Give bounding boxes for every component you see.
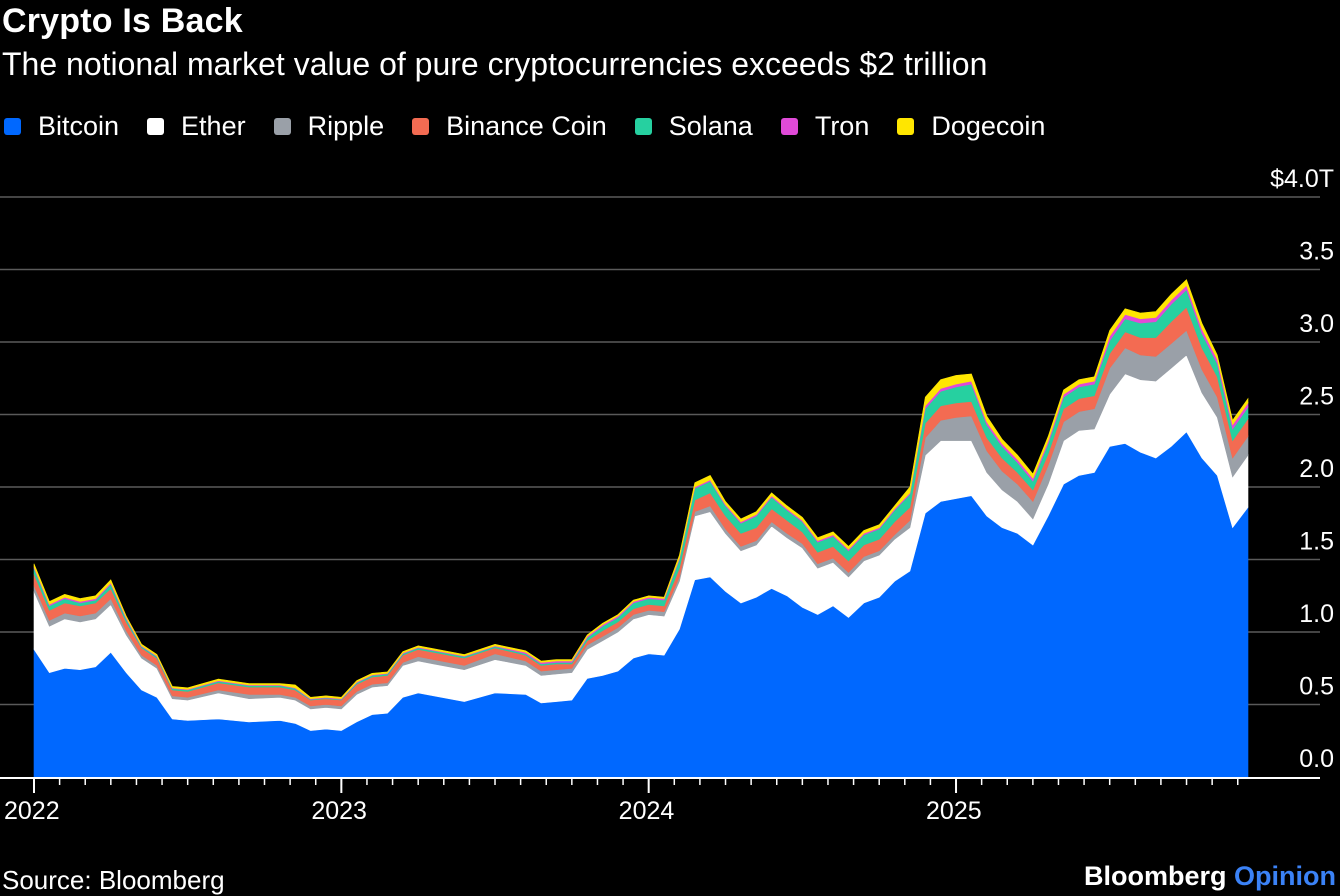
legend-label: Ether — [181, 110, 246, 141]
legend-label: Tron — [814, 110, 870, 141]
y-tick-label: 3.0 — [1299, 310, 1334, 338]
y-tick-label: 2.5 — [1299, 383, 1334, 411]
legend-item-ether: Ether — [147, 111, 246, 142]
legend-label: Ripple — [307, 110, 385, 141]
chart-subtitle: The notional market value of pure crypto… — [2, 46, 988, 82]
legend-label: Bitcoin — [38, 110, 120, 141]
y-tick-label: 3.5 — [1299, 238, 1334, 266]
legend-item-solana: Solana — [634, 110, 753, 142]
brand-suffix: Opinion — [1234, 861, 1336, 891]
stacked-area-chart: 0.0 0.5 1.0 1.5 2.0 2.5 3.0 3.5 $4.0T 2022 2023 202… — [0, 165, 1334, 825]
legend-swatch — [412, 117, 430, 135]
y-tick-label: 1.5 — [1299, 528, 1334, 556]
source-note: Source: Bloomberg — [2, 865, 225, 895]
y-tick-label: 0.0 — [1299, 745, 1334, 773]
legend-label: Dogecoin — [931, 110, 1046, 141]
x-tick-label: 2025 — [926, 797, 982, 825]
brand-logo: Bloomberg Opinion — [1084, 861, 1336, 892]
legend-swatch — [897, 117, 915, 135]
chart-title: Crypto Is Back — [2, 2, 243, 40]
legend-item-dogecoin: Dogecoin — [897, 111, 1045, 142]
legend-item-bitcoin: Bitcoin — [4, 111, 119, 142]
legend-label: Binance Coin — [446, 110, 607, 141]
y-tick-label: 1.0 — [1299, 600, 1334, 628]
legend-swatch — [780, 117, 798, 135]
area-dogecoin — [33, 279, 1249, 700]
legend-label: Solana — [668, 110, 753, 141]
legend-item-tron: Tron — [780, 110, 870, 142]
x-tick-label: 2024 — [619, 797, 675, 825]
y-tick-label: 0.5 — [1299, 673, 1334, 701]
x-tick-label: 2022 — [4, 797, 60, 825]
legend-item-ripple: Ripple — [273, 110, 385, 142]
legend-swatch — [147, 117, 165, 135]
x-tick-label: 2023 — [311, 797, 367, 825]
brand-name: Bloomberg — [1083, 861, 1227, 891]
legend-item-binance-coin: Binance Coin — [412, 111, 607, 142]
legend-swatch — [4, 117, 21, 135]
y-tick-label: $4.0T — [1270, 165, 1334, 193]
legend-swatch — [273, 117, 291, 135]
legend: Bitcoin Ether Ripple Binance Coin Solana Tron… — [4, 108, 1073, 144]
legend-swatch — [634, 117, 652, 135]
y-tick-label: 2.0 — [1299, 455, 1334, 483]
